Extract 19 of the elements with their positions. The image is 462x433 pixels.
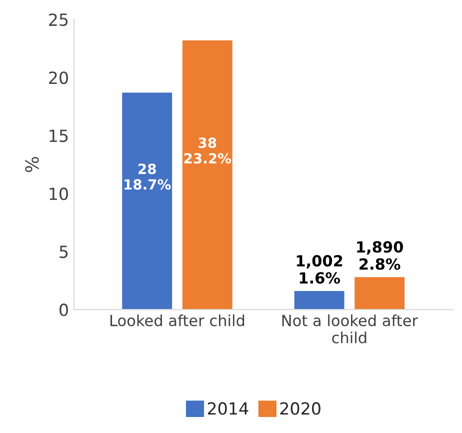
bar: [294, 291, 344, 310]
x-tick-label: Not a looked after child: [282, 314, 418, 344]
data-label: 38 23.2%: [184, 138, 232, 164]
x-tick-label: Looked after child: [110, 314, 244, 326]
data-label: 1,002 1.6%: [296, 255, 342, 284]
y-axis-title: %: [25, 156, 39, 172]
bar: [122, 92, 172, 310]
y-tick-label: 15: [50, 130, 68, 142]
y-tick-label: 10: [50, 188, 68, 200]
bar: [354, 277, 405, 310]
data-label: 1,890 2.8%: [357, 241, 404, 270]
y-tick-label: 25: [49, 13, 68, 26]
data-label: 28 18.7%: [124, 164, 171, 190]
legend-label: 2020: [280, 402, 320, 415]
y-tick-label: 5: [60, 246, 68, 258]
legend-label: 2014: [208, 402, 248, 415]
y-tick-label: 20: [49, 71, 68, 84]
y-tick-label: 0: [60, 304, 68, 316]
bar: [182, 40, 232, 310]
